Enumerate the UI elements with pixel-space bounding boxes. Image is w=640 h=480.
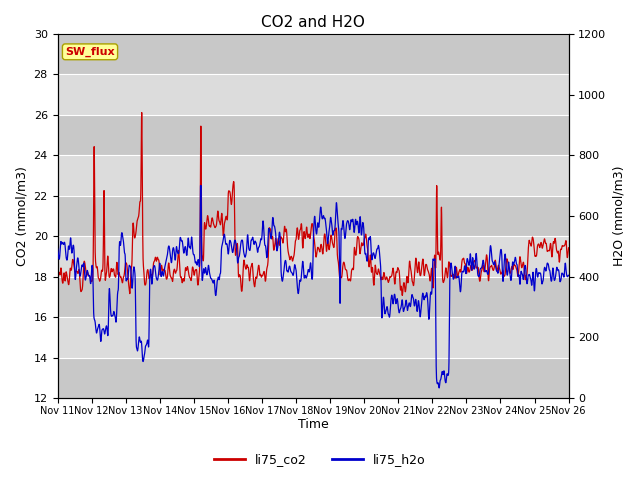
Y-axis label: H2O (mmol/m3): H2O (mmol/m3) — [612, 166, 625, 266]
Bar — [58, 115, 568, 156]
Text: SW_flux: SW_flux — [65, 47, 115, 57]
Bar — [58, 358, 568, 398]
X-axis label: Time: Time — [298, 419, 328, 432]
Legend: li75_co2, li75_h2o: li75_co2, li75_h2o — [209, 448, 431, 471]
Bar — [58, 196, 568, 236]
Bar — [58, 34, 568, 74]
Bar — [58, 276, 568, 317]
Y-axis label: CO2 (mmol/m3): CO2 (mmol/m3) — [15, 166, 28, 266]
Title: CO2 and H2O: CO2 and H2O — [261, 15, 365, 30]
